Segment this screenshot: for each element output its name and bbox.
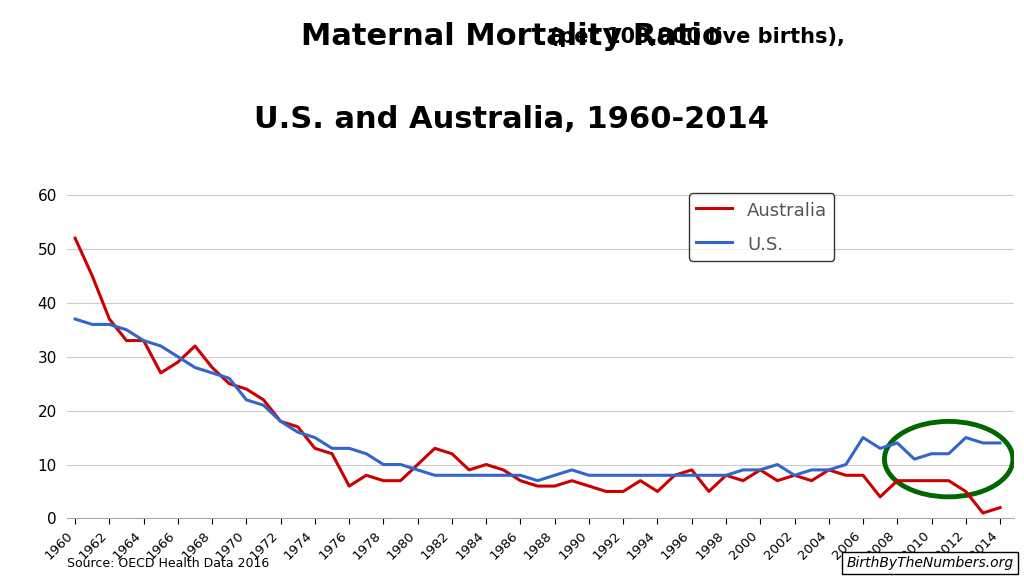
Text: U.S. and Australia, 1960-2014: U.S. and Australia, 1960-2014: [255, 105, 769, 134]
Australia: [959, 488, 972, 495]
Text: Source: OECD Health Data 2016: Source: OECD Health Data 2016: [67, 557, 269, 570]
Australia: [241, 385, 253, 392]
U.S.: [994, 439, 1007, 446]
U.S.: [172, 353, 184, 360]
Australia: [994, 504, 1007, 511]
U.S.: [977, 439, 989, 446]
Text: BirthByTheNumbers.org: BirthByTheNumbers.org: [847, 556, 1014, 570]
U.S.: [908, 456, 921, 463]
Line: Australia: Australia: [75, 238, 1000, 513]
Australia: [977, 510, 989, 517]
U.S.: [292, 429, 304, 435]
Text: Maternal Mortality Ratio: Maternal Mortality Ratio: [301, 22, 723, 51]
Australia: [891, 478, 903, 484]
Australia: [69, 235, 81, 242]
U.S.: [531, 478, 544, 484]
Legend: Australia, U.S.: Australia, U.S.: [689, 194, 835, 261]
Text: (per 100,000 live births),: (per 100,000 live births),: [179, 27, 845, 47]
Line: U.S.: U.S.: [75, 319, 1000, 481]
Australia: [292, 423, 304, 430]
U.S.: [241, 396, 253, 403]
Australia: [172, 359, 184, 366]
U.S.: [412, 467, 424, 473]
U.S.: [69, 316, 81, 323]
Australia: [412, 461, 424, 468]
